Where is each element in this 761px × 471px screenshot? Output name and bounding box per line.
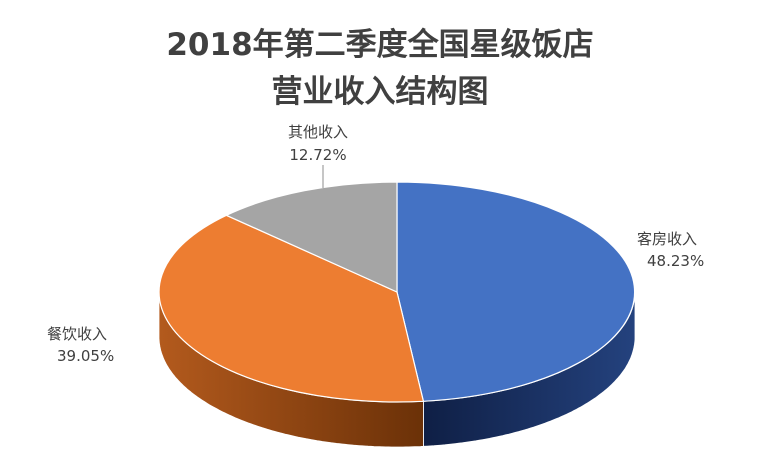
pie-slice-dining bbox=[158, 214, 425, 403]
slice-label-dining: 餐饮收入 bbox=[47, 325, 107, 343]
slice-value-rooms: 48.23% bbox=[647, 252, 704, 270]
slice-label-rooms: 客房收入 bbox=[637, 230, 697, 248]
pie-slice-other bbox=[224, 181, 398, 293]
slice-value-other: 12.72% bbox=[289, 146, 346, 164]
pie-slice-rooms bbox=[396, 181, 636, 402]
pie-slices bbox=[158, 181, 636, 403]
slice-value-dining: 39.05% bbox=[57, 347, 114, 365]
slice-label-other: 其他收入 bbox=[288, 123, 348, 141]
chart-subtitle: 营业收入结构图 bbox=[272, 74, 489, 110]
chart-title: 2018年第二季度全国星级饭店 bbox=[166, 27, 593, 63]
